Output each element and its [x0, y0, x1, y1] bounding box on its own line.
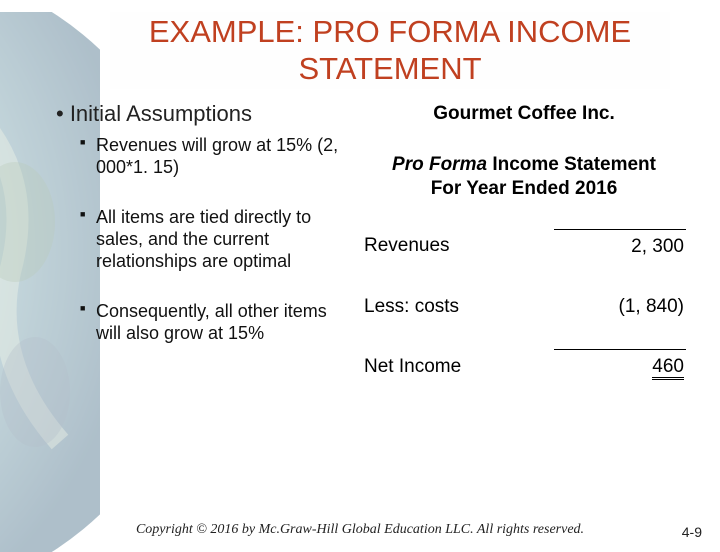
copyright-text: Copyright © 2016 by Mc.Graw-Hill Global … — [0, 522, 720, 538]
income-statement-table: Revenues 2, 300 Less: costs (1, 840) Net… — [362, 229, 686, 385]
table-row: Less: costs (1, 840) — [362, 290, 686, 324]
slide-body: • Initial Assumptions Revenues will grow… — [0, 101, 720, 384]
row-label: Less: costs — [362, 290, 554, 324]
row-value: (1, 840) — [554, 290, 686, 324]
assumption-item: Revenues will grow at 15% (2, 000*1. 15) — [80, 135, 346, 179]
assumption-item: All items are tied directly to sales, an… — [80, 207, 346, 273]
row-value: 460 — [554, 350, 686, 385]
row-label: Net Income — [362, 350, 554, 385]
statement-column: Gourmet Coffee Inc. Pro Forma Income Sta… — [356, 101, 686, 384]
table-row: Net Income 460 — [362, 350, 686, 385]
page-number: 4-9 — [682, 524, 702, 540]
statement-subtitle: For Year Ended 2016 — [431, 178, 618, 199]
table-row: Revenues 2, 300 — [362, 229, 686, 264]
assumptions-list: Revenues will grow at 15% (2, 000*1. 15)… — [56, 135, 346, 345]
statement-title-rest: Income Statement — [487, 154, 656, 175]
row-value: 2, 300 — [554, 229, 686, 264]
slide-title: EXAMPLE: PRO FORMA INCOME STATEMENT — [118, 14, 662, 87]
statement-title-italic: Pro Forma — [392, 154, 487, 175]
row-label: Revenues — [362, 229, 554, 264]
company-name: Gourmet Coffee Inc. — [362, 103, 686, 125]
assumption-item: Consequently, all other items will also … — [80, 301, 346, 345]
statement-title: Pro Forma Income Statement For Year Ende… — [362, 153, 686, 201]
slide-title-block: EXAMPLE: PRO FORMA INCOME STATEMENT — [110, 12, 670, 89]
assumptions-column: • Initial Assumptions Revenues will grow… — [56, 101, 356, 384]
assumptions-heading: • Initial Assumptions — [56, 101, 346, 127]
